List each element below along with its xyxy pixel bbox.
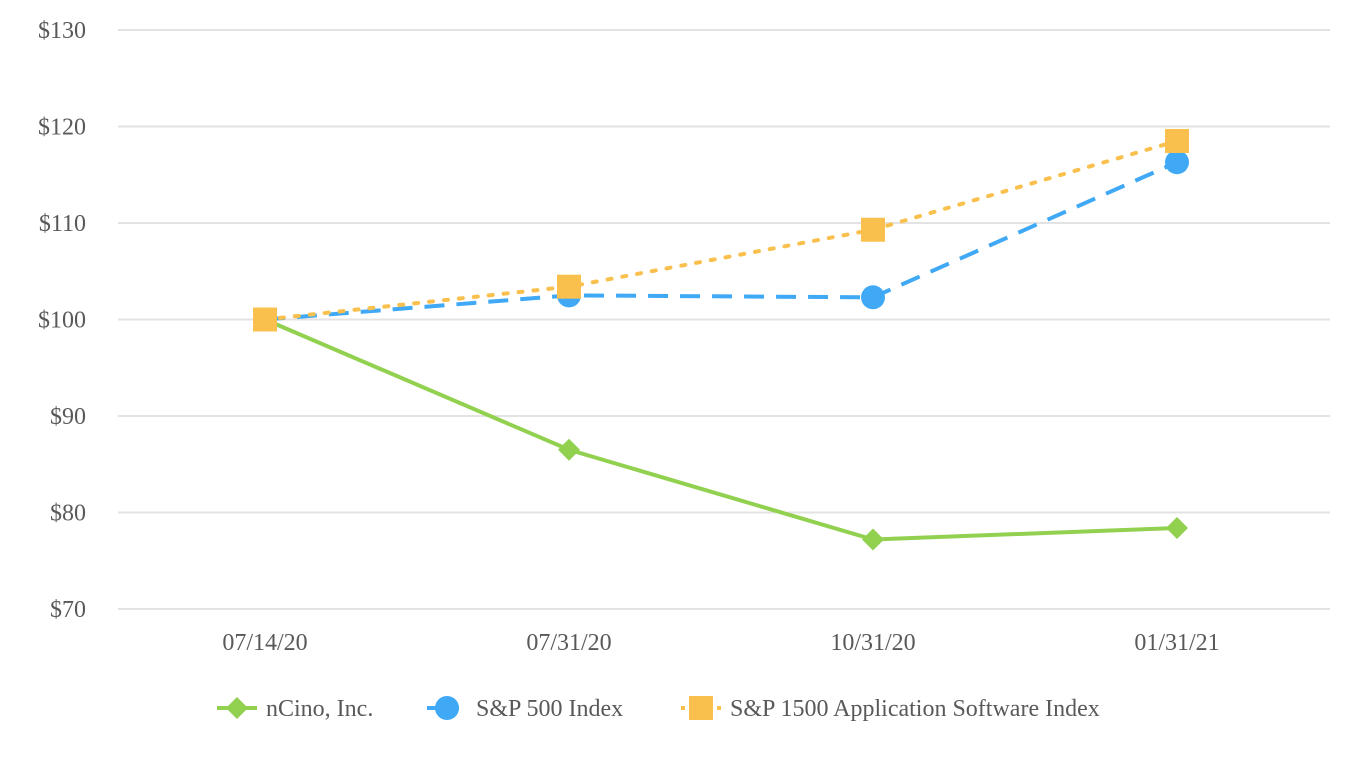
legend-label: nCino, Inc. [266, 696, 373, 722]
y-tick-label: $90 [50, 404, 86, 430]
legend-marker-square [689, 696, 713, 720]
legend-item: S&P 500 Index [427, 696, 623, 722]
series-line [264, 317, 1178, 542]
legend-marker-circle [435, 696, 459, 720]
y-tick-label: $100 [38, 308, 86, 334]
legend-item: nCino, Inc. [217, 696, 373, 722]
y-tick-label: $80 [50, 501, 86, 527]
series-line [263, 138, 1179, 322]
data-point-diamond [558, 438, 580, 461]
legend-label: S&P 500 Index [476, 696, 623, 722]
legend: nCino, Inc. S&P 500 Index S&P 1500 Applica… [217, 696, 1100, 722]
gridlines [118, 29, 1330, 610]
legend-item: S&P 1500 Application Software Index [681, 696, 1100, 722]
y-tick-label: $130 [38, 18, 86, 44]
data-point-square [557, 274, 581, 299]
y-tick-label: $70 [50, 597, 86, 623]
legend-label: S&P 1500 Application Software Index [730, 696, 1100, 722]
y-tick-label: $110 [39, 211, 86, 237]
data-point-diamond [1166, 516, 1188, 539]
series-line [264, 160, 1178, 322]
legend-marker-diamond [226, 697, 248, 719]
data-point-square [1165, 128, 1189, 153]
series-markers [253, 128, 1189, 551]
series-lines [263, 138, 1179, 542]
data-point-square [861, 217, 885, 242]
data-point-diamond [862, 528, 884, 551]
x-tick-label: 10/31/20 [830, 630, 915, 656]
data-point-circle [861, 285, 885, 310]
y-tick-label: $120 [38, 115, 86, 141]
x-tick-label: 07/14/20 [222, 630, 307, 656]
x-tick-label: 01/31/21 [1134, 630, 1219, 656]
y-axis-tick-labels: $70 $80 $90 $100 $110 $120 $130 [38, 18, 86, 623]
x-tick-label: 07/31/20 [526, 630, 611, 656]
data-point-square [253, 307, 277, 332]
x-axis-tick-labels: 07/14/20 07/31/20 10/31/20 01/31/21 [222, 630, 1219, 656]
data-point-circle [1165, 150, 1189, 175]
